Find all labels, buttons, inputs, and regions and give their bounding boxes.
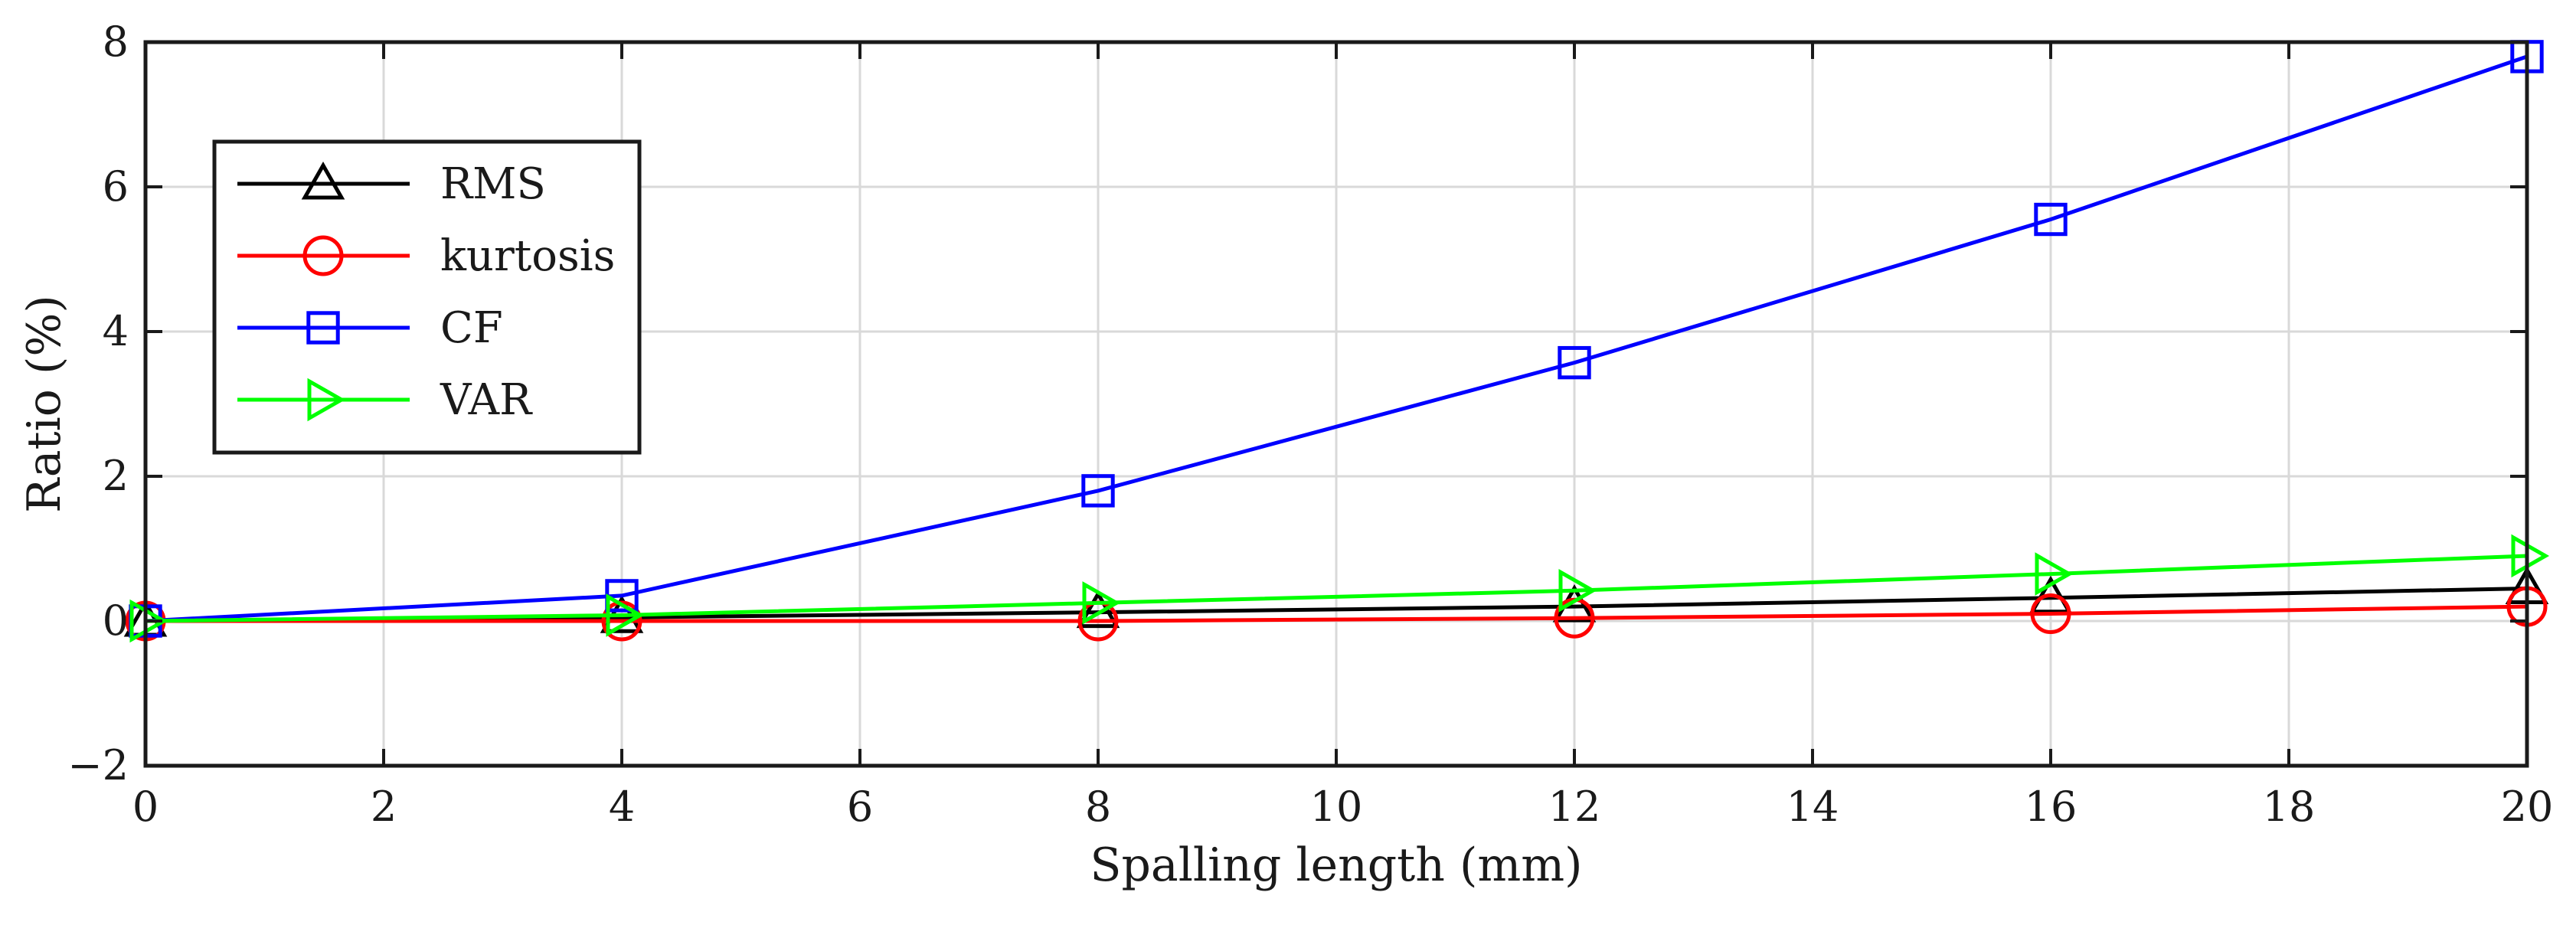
legend-label: RMS [440, 159, 546, 209]
y-tick-label: 4 [103, 307, 129, 355]
x-tick-label: 18 [2263, 783, 2316, 831]
series-line [145, 54, 2528, 623]
x-tick-label: 4 [609, 783, 635, 831]
data-point [129, 599, 168, 643]
x-tick-label: 14 [1787, 783, 1839, 831]
legend-item: kurtosis [237, 231, 615, 281]
x-tick-label: 20 [2501, 783, 2554, 831]
data-point [1081, 474, 1115, 508]
y-tick-label: 2 [103, 452, 129, 500]
legend-label: kurtosis [440, 231, 615, 281]
data-point [1082, 581, 1121, 625]
data-point [2028, 575, 2073, 614]
x-tick-label: 2 [371, 783, 397, 831]
data-point [2511, 534, 2550, 578]
legend-label: VAR [440, 375, 533, 425]
x-tick-label: 8 [1085, 783, 1111, 831]
y-tick-label: 6 [103, 162, 129, 211]
x-tick-label: 12 [1548, 783, 1601, 831]
data-point [2034, 202, 2068, 237]
legend: RMS kurtosis CF VAR [212, 139, 642, 455]
legend-marker [307, 378, 346, 422]
data-point [1558, 569, 1597, 613]
data-point [606, 593, 645, 637]
data-point [2030, 593, 2071, 635]
x-tick-label: 16 [2025, 783, 2077, 831]
legend-item: CF [237, 303, 503, 353]
legend-marker [306, 311, 340, 345]
x-axis-label: Spalling length (mm) [1090, 838, 1582, 892]
series-line [145, 554, 2528, 623]
legend-item: VAR [237, 375, 533, 425]
legend-label: CF [440, 303, 503, 353]
data-point [1558, 345, 1591, 380]
x-tick-label: 0 [132, 783, 159, 831]
y-tick-label: 8 [103, 18, 129, 66]
series-line [145, 604, 2528, 623]
y-tick-label: 0 [103, 597, 129, 645]
series-layer [123, 40, 2550, 643]
series-cf [129, 40, 2544, 638]
x-tick-label: 6 [847, 783, 873, 831]
data-point [2035, 552, 2074, 596]
legend-box [212, 139, 642, 455]
legend-item: RMS [237, 159, 546, 209]
y-axis-label: Ratio (%) [18, 295, 71, 513]
series-var [129, 534, 2550, 643]
legend-marker [302, 235, 344, 276]
x-tick-label: 10 [1310, 783, 1363, 831]
legend-marker [301, 161, 345, 200]
y-tick-label: −2 [67, 741, 129, 789]
